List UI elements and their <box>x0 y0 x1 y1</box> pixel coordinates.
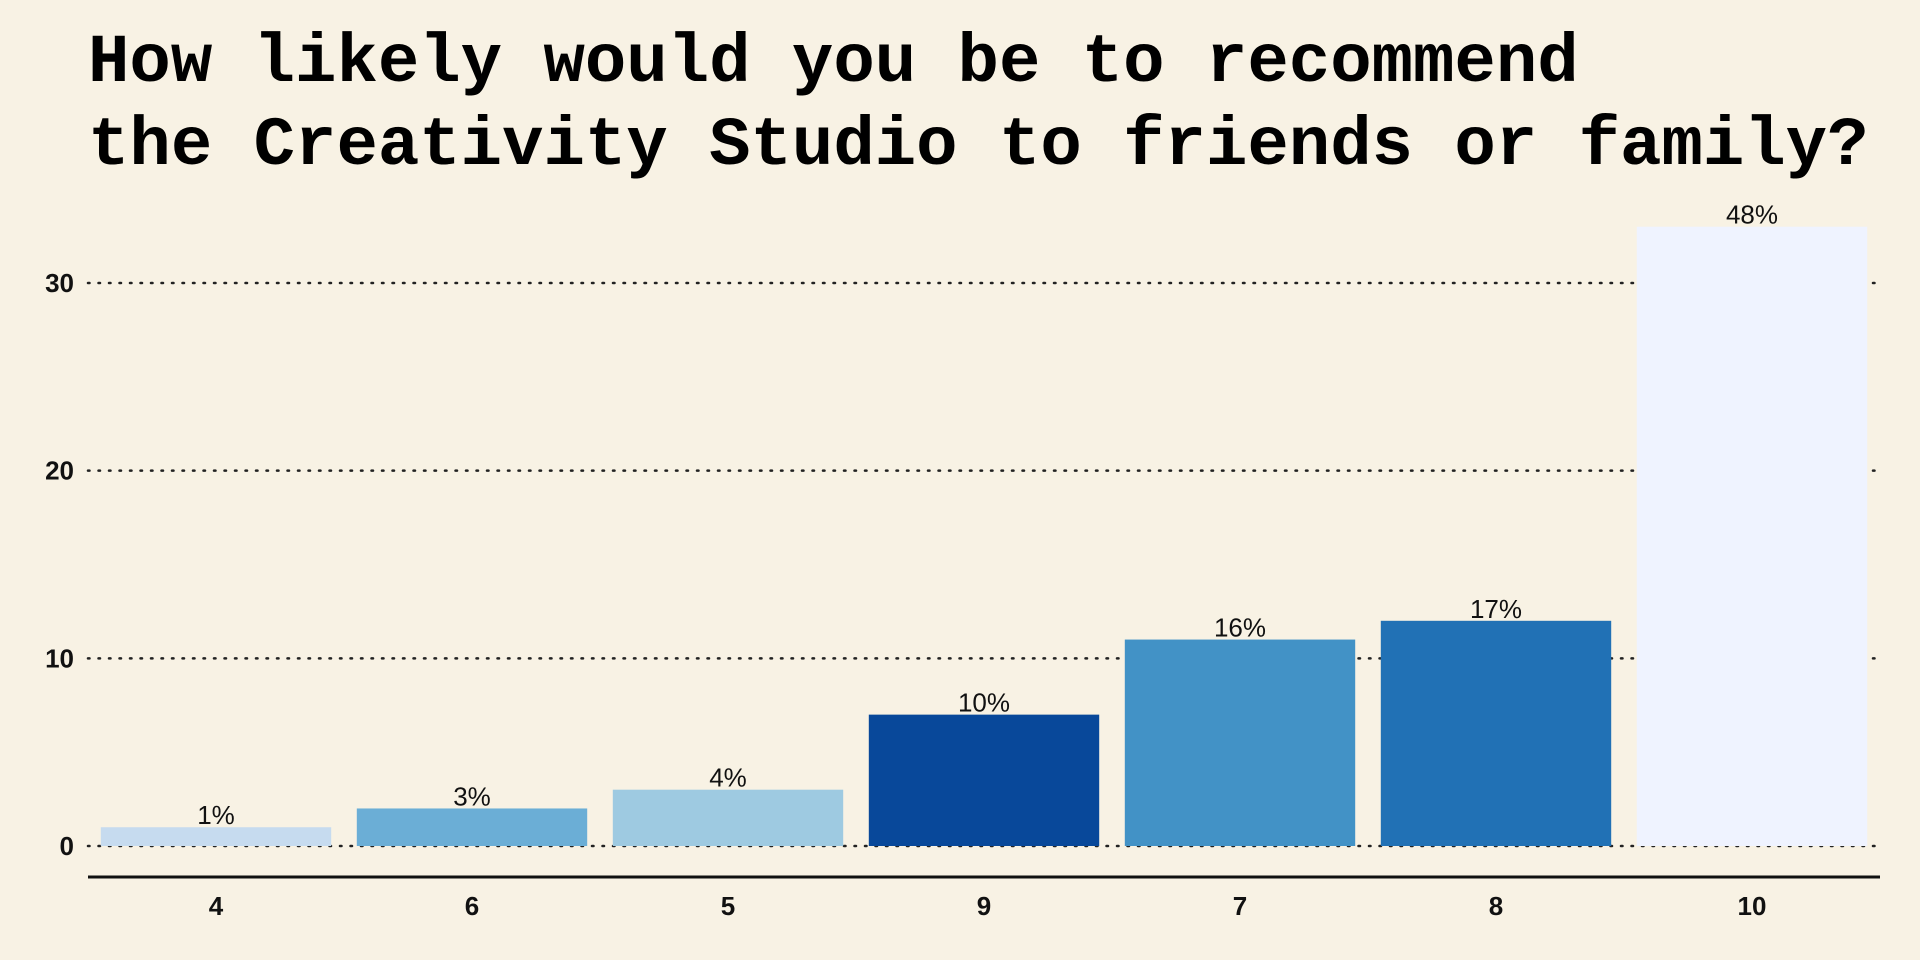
bar-value-label: 4% <box>709 763 747 793</box>
bar-value-label: 10% <box>958 688 1010 718</box>
bar <box>356 808 588 846</box>
x-tick-label: 10 <box>1738 891 1767 921</box>
bars <box>100 226 1868 846</box>
bar-value-label: 17% <box>1470 594 1522 624</box>
y-tick-label: 0 <box>60 831 74 861</box>
bar-value-label: 3% <box>453 781 491 811</box>
bar-value-label: 16% <box>1214 613 1266 643</box>
x-tick-label: 9 <box>977 891 991 921</box>
bar <box>868 714 1100 846</box>
x-tick-label: 4 <box>209 891 224 921</box>
bar-value-label: 1% <box>197 800 235 830</box>
x-tick-label: 8 <box>1489 891 1503 921</box>
bar-value-label: 48% <box>1726 200 1778 230</box>
axes: 0 10 20 30 4 6 5 9 7 8 10 <box>45 268 1880 921</box>
bar <box>1380 620 1612 846</box>
bar <box>1636 226 1868 846</box>
x-tick-label: 5 <box>721 891 735 921</box>
y-tick-label: 10 <box>45 643 74 673</box>
data-labels: 1% 3% 4% 10% 16% 17% 48% <box>197 200 1778 831</box>
chart-title: How likely would you be to recommend the… <box>88 22 1920 182</box>
x-tick-label: 6 <box>465 891 479 921</box>
x-tick-label: 7 <box>1233 891 1247 921</box>
bar <box>100 827 332 846</box>
chart-title-line-2: the Creativity Studio to friends or fami… <box>88 107 1869 182</box>
y-tick-label: 30 <box>45 268 74 298</box>
bar <box>612 789 844 846</box>
y-tick-label: 20 <box>45 456 74 486</box>
bar <box>1124 639 1356 846</box>
chart-title-line-1: How likely would you be to recommend <box>88 24 1579 102</box>
